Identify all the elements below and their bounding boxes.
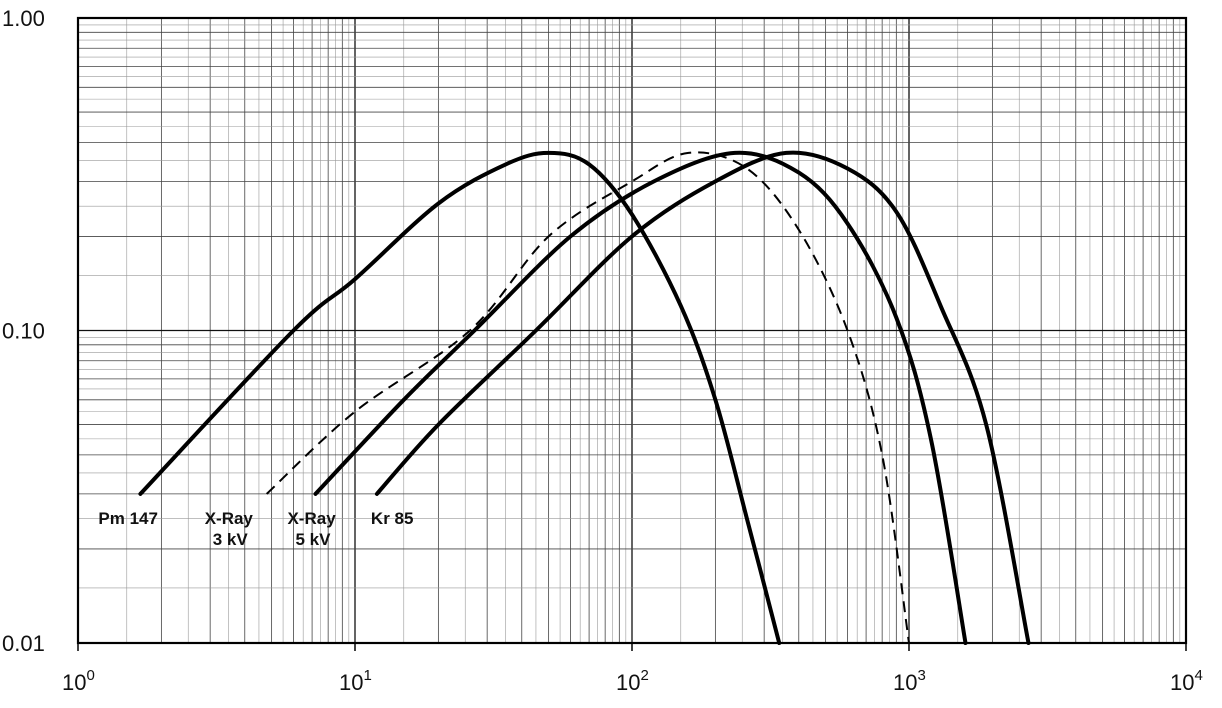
series-label-x-ray-3-kv: X-Ray <box>205 509 254 528</box>
x-tick-label: 102 <box>616 667 649 695</box>
series-label-kr-85: Kr 85 <box>371 509 414 528</box>
series-line-x-ray-5-kv <box>313 150 968 645</box>
series-label-pm-147: Pm 147 <box>98 509 158 528</box>
x-tick-label: 103 <box>893 667 926 695</box>
series-labels: Pm 147 X-Ray 3 kV X-Ray 5 kV Kr 85 <box>98 509 413 549</box>
y-tick-label: 1.00 <box>2 6 45 31</box>
y-tick-label: 0.01 <box>2 631 45 656</box>
series-label-x-ray-5-kv: X-Ray <box>287 509 336 528</box>
series-line-x-ray-3-kv <box>266 151 910 644</box>
series-line-pm-147 <box>138 150 782 645</box>
x-axis-ticks: 100 101 102 103 104 <box>62 643 1203 695</box>
y-tick-label: 0.10 <box>2 319 45 344</box>
curves <box>138 150 1031 645</box>
x-tick-label: 104 <box>1170 667 1203 695</box>
grid <box>78 18 1186 643</box>
series-label-x-ray-3-kv: 3 kV <box>213 530 249 549</box>
series-line-kr-85 <box>374 150 1031 645</box>
x-tick-label: 101 <box>339 667 372 695</box>
y-axis-ticks: 1.00 0.10 0.01 <box>2 6 45 656</box>
series-label-x-ray-5-kv: 5 kV <box>295 530 331 549</box>
x-tick-label: 100 <box>62 667 95 695</box>
